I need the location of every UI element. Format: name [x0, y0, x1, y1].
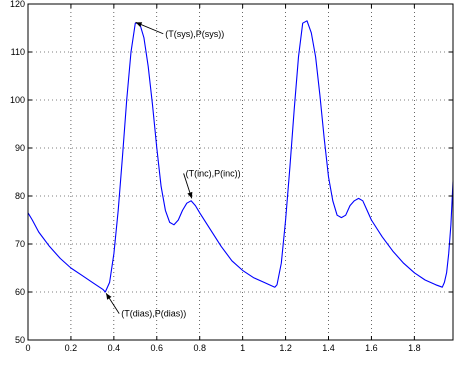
y-tick-label: 90: [15, 143, 25, 153]
annotation-label: (T(inc),P(inc)): [186, 168, 241, 178]
x-tick-label: 1.6: [365, 343, 378, 353]
x-tick-label: 0.6: [151, 343, 164, 353]
x-tick-label: 1.4: [322, 343, 335, 353]
y-tick-label: 80: [15, 191, 25, 201]
x-tick-label: 1.8: [408, 343, 421, 353]
x-tick-label: 1: [240, 343, 245, 353]
x-tick-label: 0.4: [108, 343, 121, 353]
annotation-arrowhead: [106, 293, 112, 300]
annotation-label: (T(sys),P(sys)): [165, 29, 224, 39]
plot-area-frame: [27, 3, 454, 341]
grid-lines: [28, 4, 453, 340]
y-tick-label: 120: [10, 0, 25, 9]
x-tick-label: 1.2: [279, 343, 292, 353]
y-tick-label: 50: [15, 335, 25, 345]
x-tick-label: 0.8: [193, 343, 206, 353]
y-tick-label: 100: [10, 95, 25, 105]
series-layer: [27, 20, 454, 293]
y-tick-label: 70: [15, 239, 25, 249]
series-line: [27, 20, 454, 293]
x-tick-label: 0.2: [65, 343, 78, 353]
annotation-arrowhead: [187, 191, 193, 199]
annotation-arrowhead: [135, 22, 143, 28]
y-tick-label: 110: [11, 47, 25, 57]
annotation-layer: (T(sys),P(sys)) (T(inc),P(inc)) (T(dias),P…: [105, 21, 241, 319]
x-tick-label: 0: [25, 343, 30, 353]
axis-ticks: 0 0.2 0.4 0.6 0.8 1 1.2 1.4 1.6 1.8 50 60 70 80 90 100 1…: [10, 0, 453, 353]
y-tick-label: 60: [15, 287, 25, 297]
annotation-label: (T(dias),P(dias)): [121, 309, 186, 319]
